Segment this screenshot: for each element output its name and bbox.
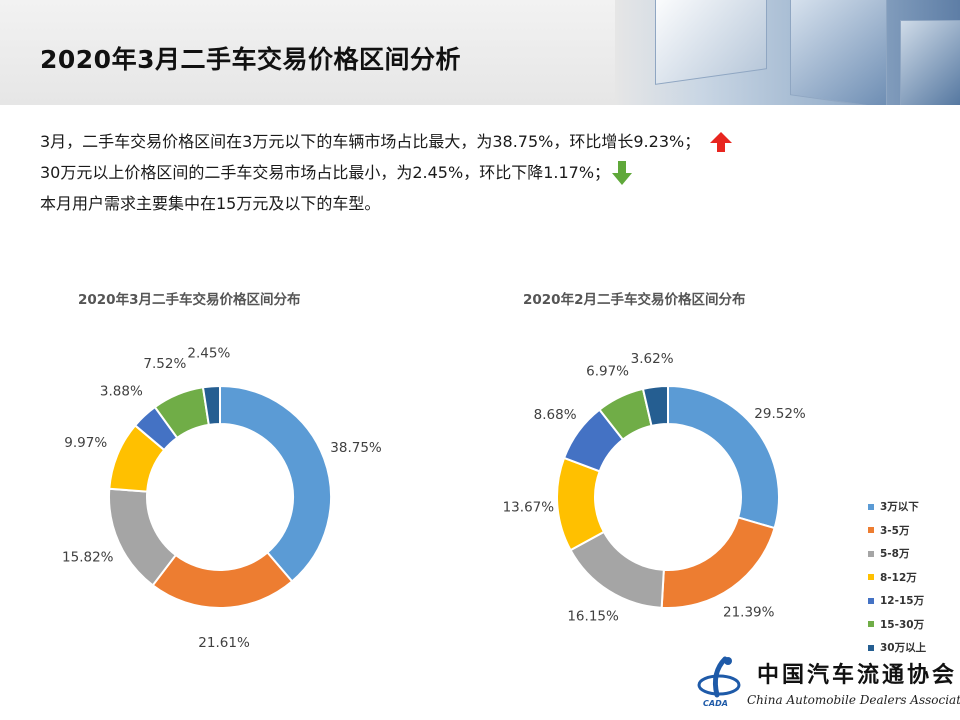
logo-chinese-name: 中国汽车流通协会 <box>757 662 958 688</box>
data-label-march-0: 38.75% <box>330 440 382 456</box>
legend-label: 12-15万 <box>880 595 925 608</box>
data-label-march-6: 2.45% <box>187 345 230 361</box>
legend-item: 15-30万 <box>868 613 926 637</box>
data-label-march-4: 3.88% <box>100 384 143 400</box>
data-label-february-2: 16.15% <box>567 608 619 624</box>
legend-item: 30万以上 <box>868 636 926 660</box>
donut-slice-march-6 <box>201 384 221 427</box>
summary-line-1-text: 3月，二手车交易价格区间在3万元以下的车辆市场占比最大，为38.75%，环比增长… <box>40 132 701 151</box>
header-banner: 2020年3月二手车交易价格区间分析 <box>0 0 960 105</box>
donut-slice-march-0 <box>219 384 332 583</box>
page-title: 2020年3月二手车交易价格区间分析 <box>40 45 461 74</box>
legend-label: 5-8万 <box>880 548 910 561</box>
legend-item: 5-8万 <box>868 542 926 566</box>
legend-item: 8-12万 <box>868 566 926 590</box>
donut-slice-march-3 <box>108 424 166 493</box>
donut-slice-march-2 <box>108 487 178 587</box>
decorative-cube <box>655 0 767 85</box>
chart-title-february: 2020年2月二手车交易价格区间分布 <box>523 292 746 308</box>
legend-swatch <box>868 550 874 557</box>
data-label-march-1: 21.61% <box>198 635 250 651</box>
red-up-arrow-icon <box>710 131 733 152</box>
data-label-february-6: 3.62% <box>631 351 674 367</box>
legend-swatch <box>868 597 874 604</box>
legend-label: 30万以上 <box>880 642 927 655</box>
logo-abbreviation: CADA <box>703 699 728 708</box>
donut-slice-february-0 <box>667 384 780 530</box>
legend-item: 12-15万 <box>868 589 926 613</box>
data-label-february-0: 29.52% <box>754 406 806 422</box>
chart-title-march: 2020年3月二手车交易价格区间分布 <box>78 292 301 308</box>
legend-swatch <box>868 527 874 534</box>
donut-slice-february-6 <box>641 384 669 428</box>
summary-line-3: 本月用户需求主要集中在15万元及以下的车型。 <box>40 188 900 219</box>
cada-logo: CADA 中国汽车流通协会 China Automobile Dealers A… <box>695 655 960 715</box>
legend-label: 3-5万 <box>880 524 910 537</box>
green-down-arrow-icon <box>612 160 633 185</box>
donut-slice-february-2 <box>569 530 665 609</box>
donut-slice-march-4 <box>133 405 179 452</box>
legend-label: 15-30万 <box>880 618 925 631</box>
data-label-february-3: 13.67% <box>503 500 555 516</box>
legend-item: 3万以下 <box>868 495 926 519</box>
donut-slice-february-3 <box>556 456 606 552</box>
decorative-cube <box>900 20 960 105</box>
legend-item: 3-5万 <box>868 519 926 543</box>
data-label-february-5: 6.97% <box>586 364 629 380</box>
legend-label: 3万以下 <box>880 501 919 514</box>
data-label-february-4: 8.68% <box>534 407 577 423</box>
donut-slice-february-1 <box>660 516 776 609</box>
legend-label: 8-12万 <box>880 571 917 584</box>
chart-legend: 3万以下 3-5万 5-8万 8-12万 12-15万 15-30万 30万以上 <box>868 495 926 660</box>
donut-slice-february-5 <box>598 387 653 441</box>
legend-swatch <box>868 574 874 581</box>
cada-emblem-icon <box>697 656 741 698</box>
header-decoration <box>615 0 960 105</box>
data-label-february-1: 21.39% <box>723 604 775 620</box>
logo-english-name: China Automobile Dealers Association <box>747 693 960 707</box>
legend-swatch <box>868 503 874 510</box>
data-label-march-5: 7.52% <box>143 356 186 372</box>
decorative-cube <box>790 0 887 105</box>
legend-swatch <box>868 644 874 651</box>
legend-swatch <box>868 621 874 628</box>
donut-slice-march-5 <box>153 386 210 440</box>
donut-slice-march-1 <box>151 551 294 609</box>
summary-text: 3月，二手车交易价格区间在3万元以下的车辆市场占比最大，为38.75%，环比增长… <box>40 126 900 219</box>
data-label-march-3: 9.97% <box>64 435 107 451</box>
data-label-march-2: 15.82% <box>62 550 114 566</box>
summary-line-1: 3月，二手车交易价格区间在3万元以下的车辆市场占比最大，为38.75%，环比增长… <box>40 126 900 157</box>
donut-slice-february-4 <box>562 408 625 473</box>
summary-line-2-text: 30万元以上价格区间的二手车交易市场占比最小，为2.45%，环比下降1.17%； <box>40 163 611 182</box>
summary-line-2: 30万元以上价格区间的二手车交易市场占比最小，为2.45%，环比下降1.17%； <box>40 157 900 188</box>
summary-line-3-text: 本月用户需求主要集中在15万元及以下的车型。 <box>40 194 381 213</box>
